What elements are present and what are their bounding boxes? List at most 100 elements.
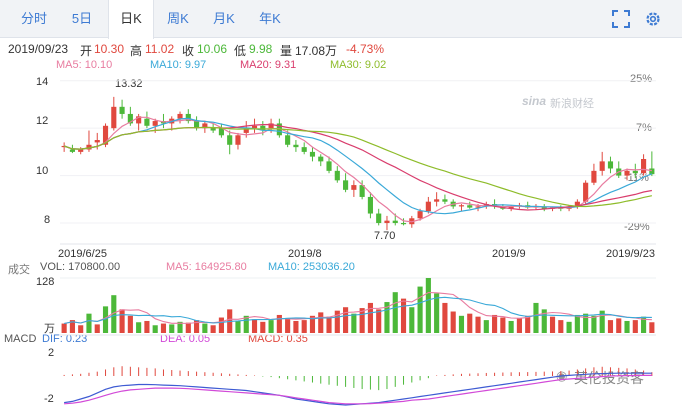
- tab-weekly-k[interactable]: 周K: [167, 11, 189, 26]
- volume-bar: [169, 324, 175, 333]
- settings-gear-icon[interactable]: [644, 10, 662, 28]
- price-tick-10: 10: [36, 165, 49, 177]
- date-label-end: 2019/9/23: [606, 248, 655, 260]
- candle-body: [144, 118, 150, 126]
- tab-daily-k[interactable]: 日K: [108, 0, 154, 39]
- low-label: 低: [234, 44, 247, 58]
- ma30-line: [63, 126, 653, 208]
- ma10-legend: MA10: 9.97: [150, 59, 207, 71]
- candle-body: [632, 170, 638, 174]
- date-label-sep: 2019/9: [492, 248, 526, 260]
- volume-bar: [376, 309, 382, 333]
- macd-value-legend: MACD: 0.35: [248, 333, 308, 345]
- volume-bar: [500, 317, 506, 333]
- tab-yearly-k[interactable]: 年K: [259, 11, 281, 26]
- macd-tick-2: 2: [48, 347, 55, 359]
- candle-body: [343, 180, 349, 190]
- date-label-start: 2019/6/25: [58, 248, 107, 260]
- volume-bar: [301, 320, 307, 333]
- volume-bar: [533, 302, 539, 333]
- price-tick-14: 14: [36, 76, 49, 88]
- volume-bar: [61, 323, 67, 333]
- volume-ma5-legend: MA5: 164925.80: [166, 261, 247, 273]
- volume-bar: [268, 320, 274, 333]
- volume-bar: [160, 323, 167, 333]
- volume-bar: [260, 321, 266, 333]
- ma20-line: [63, 123, 653, 211]
- pct-tick-minus11: -11%: [624, 172, 649, 184]
- volume-bar: [235, 320, 241, 333]
- candle-body: [94, 140, 100, 143]
- volume-bar: [425, 278, 431, 333]
- volume-panel-title: 成交: [8, 264, 30, 276]
- volume-top-tick: 128: [36, 276, 55, 288]
- candle-body: [425, 201, 431, 212]
- volume-bar: [400, 298, 407, 333]
- volume-bar: [177, 321, 183, 333]
- sina-logo-watermark: sina: [522, 94, 547, 108]
- volume-bar: [624, 320, 630, 333]
- volume-bar: [351, 313, 357, 333]
- volume-bar: [434, 293, 440, 333]
- volume-bar: [442, 302, 448, 333]
- candle-body: [185, 113, 191, 122]
- candle-body: [434, 199, 440, 202]
- volume-bar: [541, 309, 547, 333]
- volume-bar: [483, 320, 489, 333]
- volume-bar: [458, 315, 465, 333]
- volume-bar: [326, 316, 332, 333]
- tab-5day[interactable]: 5日: [71, 11, 93, 26]
- close-label: 收: [182, 44, 195, 58]
- tab-intraday[interactable]: 分时: [20, 11, 47, 26]
- candle-body: [574, 201, 580, 207]
- volume-bar: [276, 314, 282, 333]
- macd-dif-line: [64, 372, 652, 406]
- period-low-annotation: 7.70: [374, 230, 396, 242]
- candle-body: [467, 205, 473, 208]
- volume-bar: [136, 322, 142, 333]
- tab-monthly-k[interactable]: 月K: [213, 11, 235, 26]
- volume-bar: [409, 307, 415, 333]
- volume-bar: [78, 325, 84, 333]
- candle-body: [376, 213, 382, 224]
- candle-body: [301, 147, 307, 152]
- volume-bar: [616, 318, 622, 333]
- volume-unit: 万: [44, 323, 55, 335]
- volume-legend: VOL: 170800.00: [40, 261, 121, 273]
- candle-body: [649, 168, 655, 175]
- candle-body: [102, 125, 109, 145]
- candle-body: [392, 220, 398, 224]
- volume-bar: [94, 324, 100, 333]
- volume-bar: [285, 317, 291, 333]
- candle-body: [260, 125, 266, 131]
- candle-body: [235, 135, 241, 145]
- candle-body: [111, 106, 117, 129]
- candle-body: [607, 161, 614, 169]
- volume-bar: [343, 307, 349, 333]
- candle-body: [475, 206, 481, 208]
- fullscreen-icon[interactable]: [612, 10, 630, 28]
- candle-body: [285, 135, 291, 145]
- candle-body: [367, 196, 373, 214]
- candle-body: [69, 149, 75, 152]
- candle-body: [599, 161, 605, 171]
- candle-body: [508, 206, 514, 209]
- close-value: 10.06: [197, 42, 228, 56]
- candle-body: [483, 204, 489, 207]
- volume-bar: [293, 320, 299, 333]
- volume-bar: [144, 320, 150, 333]
- volume-bar: [218, 317, 224, 333]
- candle-body: [641, 159, 647, 174]
- candle-body: [541, 206, 547, 209]
- macd-dea-legend: DEA: 0.05: [160, 333, 211, 345]
- candle-body: [136, 116, 142, 124]
- candle-body: [359, 185, 365, 197]
- date-label-aug: 2019/8: [288, 248, 322, 260]
- volume-bar: [102, 306, 109, 333]
- candle-body: [119, 106, 125, 114]
- volume-bar: [566, 321, 572, 333]
- candle-body: [152, 121, 158, 126]
- macd-tick-minus2: -2: [44, 393, 54, 405]
- volume-bar: [359, 308, 365, 333]
